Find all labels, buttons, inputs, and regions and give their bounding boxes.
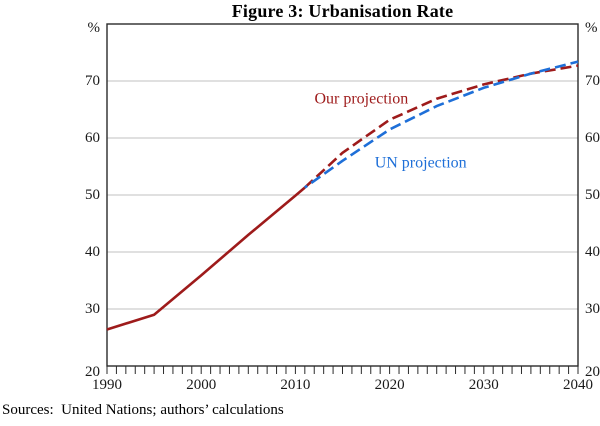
xtick-2010: 2010 [280,377,310,393]
xtick-1990: 1990 [92,377,122,393]
plot-border [106,23,579,367]
ytick-left-60: 60 [85,130,100,146]
series-line-urbanisation-rate-history- [106,186,306,331]
ytick-left-70: 70 [85,73,100,89]
xtick-2040: 2040 [563,377,593,393]
ytick-right-50: 50 [585,187,600,203]
unit-label-left: % [88,20,101,36]
xtick-2030: 2030 [469,377,499,393]
ytick-left-50: 50 [85,187,100,203]
ytick-right-60: 60 [585,130,600,146]
source-note: Sources: United Nations; authors’ calcul… [2,402,284,418]
annotation-un-projection: UN projection [375,155,467,172]
ytick-right-40: 40 [585,244,600,260]
ytick-right-30: 30 [585,301,600,317]
unit-label-right: % [585,20,598,36]
xtick-2020: 2020 [375,377,405,393]
xtick-2000: 2000 [186,377,216,393]
ytick-left-40: 40 [85,244,100,260]
chart-title: Figure 3: Urbanisation Rate [231,1,454,21]
ytick-right-20: 20 [585,364,600,380]
ytick-left-20: 20 [85,364,100,380]
ytick-right-70: 70 [585,73,600,89]
annotation-our-projection: Our projection [314,91,408,108]
series-line-un-projection [304,60,579,189]
ytick-left-30: 30 [85,301,100,317]
